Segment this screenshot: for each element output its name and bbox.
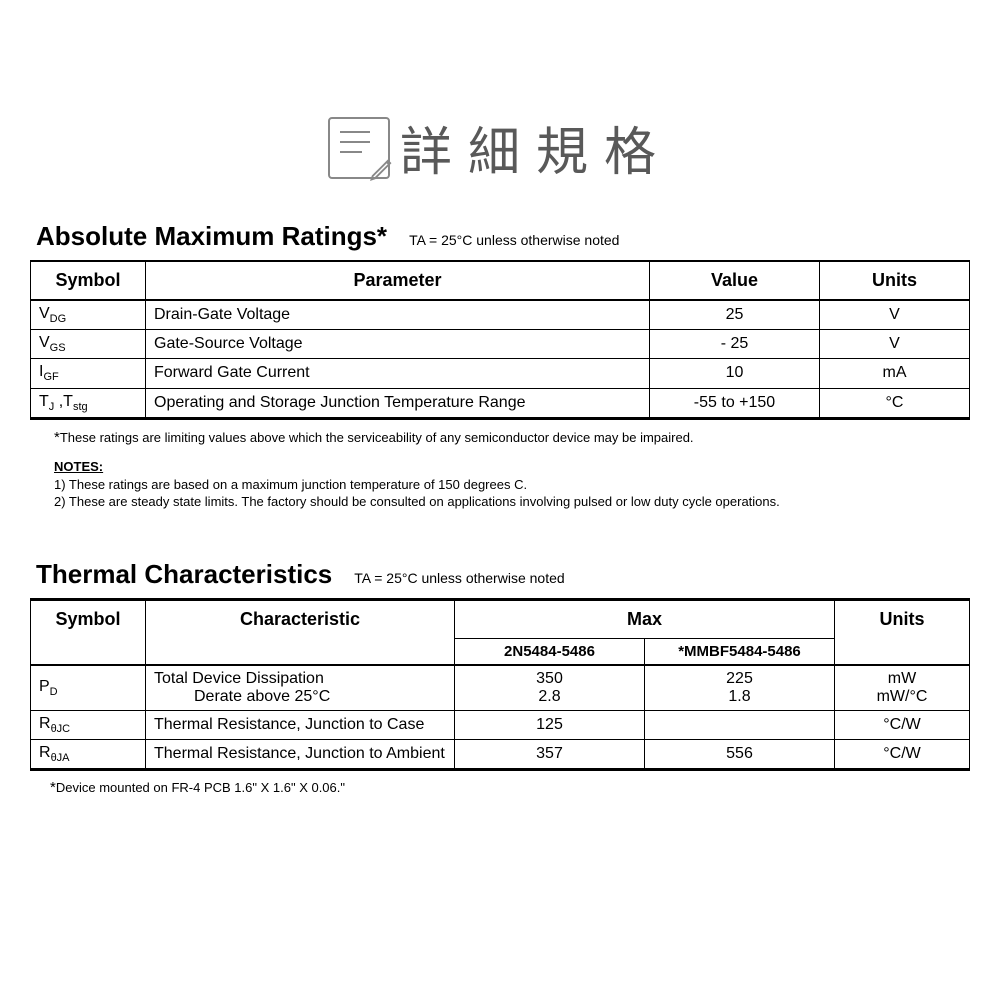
cell-param: Operating and Storage Junction Temperatu…	[146, 388, 650, 418]
section2-title-row: Thermal Characteristics TA = 25°C unless…	[36, 559, 970, 590]
cell-max-b	[645, 710, 835, 739]
col-max: Max	[455, 599, 835, 638]
col-symbol: Symbol	[31, 599, 146, 665]
col-characteristic: Characteristic	[146, 599, 455, 665]
section2-subtitle: TA = 25°C unless otherwise noted	[354, 570, 564, 586]
section2-footnote: **Device mounted on FR-4 PCB 1.6" X 1.6"…	[50, 779, 970, 796]
cell-max-b: 556	[645, 739, 835, 769]
subcol-mmbf: *MMBF5484-5486	[645, 638, 835, 665]
cell-value: - 25	[650, 330, 820, 359]
cell-value: -55 to +150	[650, 388, 820, 418]
section1-footnotes: **These ratings are limiting values abov…	[54, 428, 970, 511]
cell-max-b: 2251.8	[645, 665, 835, 711]
cell-symbol: IGF	[31, 359, 146, 388]
cell-symbol: RθJC	[31, 710, 146, 739]
note-1: 1) These ratings are based on a maximum …	[54, 476, 970, 494]
cell-value: 25	[650, 300, 820, 330]
table-header-row: Symbol Parameter Value Units	[31, 261, 970, 300]
cell-max-a: 125	[455, 710, 645, 739]
section1-title-row: Absolute Maximum Ratings* TA = 25°C unle…	[36, 221, 970, 252]
cell-symbol: VDG	[31, 300, 146, 330]
spec-document-icon	[328, 117, 390, 179]
cell-symbol: VGS	[31, 330, 146, 359]
page-title: 詳細規格	[400, 110, 672, 185]
cell-value: 10	[650, 359, 820, 388]
cell-char: Thermal Resistance, Junction to Ambient	[146, 739, 455, 769]
footnote-star: **These ratings are limiting values abov…	[54, 428, 970, 448]
table-row: VDG Drain-Gate Voltage 25 V	[31, 300, 970, 330]
cell-units: °C	[820, 388, 970, 418]
cell-units: °C/W	[835, 739, 970, 769]
cell-units: mWmW/°C	[835, 665, 970, 711]
section2-title: Thermal Characteristics	[36, 559, 332, 590]
cell-char: Total Device Dissipation Derate above 25…	[146, 665, 455, 711]
cell-units: V	[820, 330, 970, 359]
cell-symbol: RθJA	[31, 739, 146, 769]
cell-max-a: 357	[455, 739, 645, 769]
table-row: IGF Forward Gate Current 10 mA	[31, 359, 970, 388]
table-row: VGS Gate-Source Voltage - 25 V	[31, 330, 970, 359]
cell-param: Gate-Source Voltage	[146, 330, 650, 359]
pen-icon	[368, 155, 396, 183]
cell-param: Drain-Gate Voltage	[146, 300, 650, 330]
col-units: Units	[820, 261, 970, 300]
cell-units: V	[820, 300, 970, 330]
section1-subtitle: TA = 25°C unless otherwise noted	[409, 232, 619, 248]
subcol-2n: 2N5484-5486	[455, 638, 645, 665]
cell-units: mA	[820, 359, 970, 388]
cell-char: Thermal Resistance, Junction to Case	[146, 710, 455, 739]
col-parameter: Parameter	[146, 261, 650, 300]
table-row: RθJC Thermal Resistance, Junction to Cas…	[31, 710, 970, 739]
cell-symbol: PD	[31, 665, 146, 711]
page-header: 詳細規格	[30, 110, 970, 185]
col-value: Value	[650, 261, 820, 300]
col-units: Units	[835, 599, 970, 665]
table-header-row: Symbol Characteristic Max Units	[31, 599, 970, 638]
table-row: RθJA Thermal Resistance, Junction to Amb…	[31, 739, 970, 769]
cell-param: Forward Gate Current	[146, 359, 650, 388]
page: 詳細規格 Absolute Maximum Ratings* TA = 25°C…	[0, 0, 1000, 816]
ratings-table: Symbol Parameter Value Units VDG Drain-G…	[30, 260, 970, 420]
col-symbol: Symbol	[31, 261, 146, 300]
cell-units: °C/W	[835, 710, 970, 739]
thermal-table: Symbol Characteristic Max Units 2N5484-5…	[30, 598, 970, 771]
table-row: PD Total Device Dissipation Derate above…	[31, 665, 970, 711]
notes-heading: NOTES:	[54, 458, 970, 476]
table-row: TJ ,Tstg Operating and Storage Junction …	[31, 388, 970, 418]
note-2: 2) These are steady state limits. The fa…	[54, 493, 970, 511]
cell-max-a: 3502.8	[455, 665, 645, 711]
section1-title: Absolute Maximum Ratings*	[36, 221, 387, 252]
cell-symbol: TJ ,Tstg	[31, 388, 146, 418]
